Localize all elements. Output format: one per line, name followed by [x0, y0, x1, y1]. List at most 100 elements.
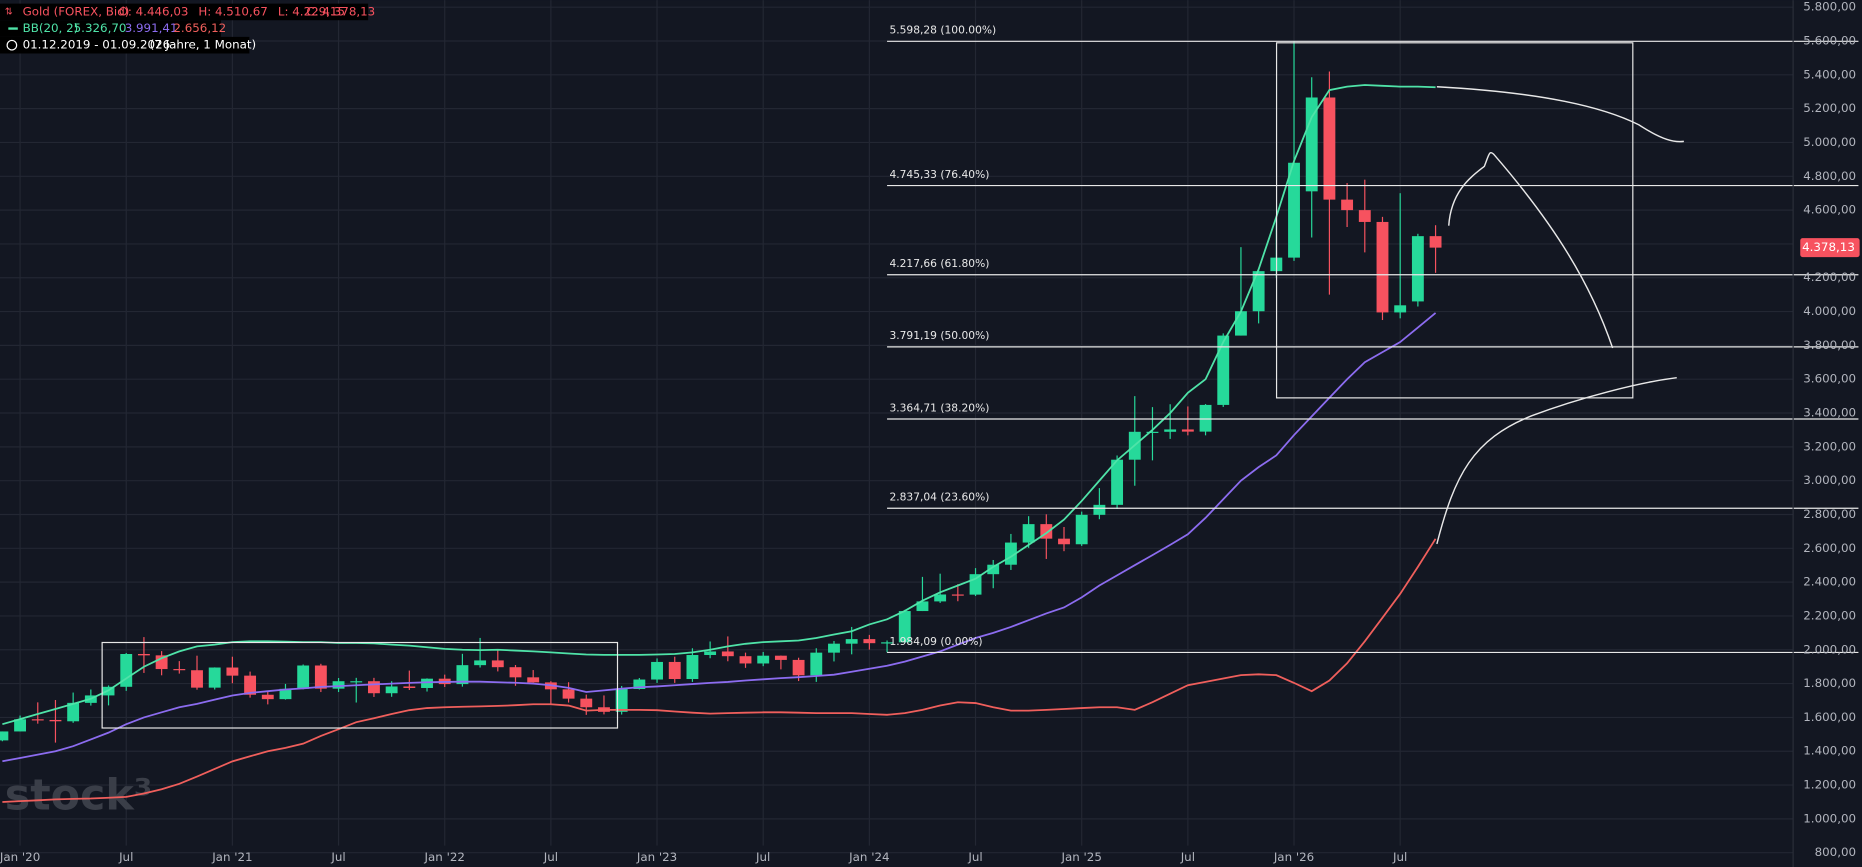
candle-body — [385, 686, 398, 694]
y-tick-label: 3.400,00 — [1803, 406, 1856, 420]
y-tick-label: 3.600,00 — [1803, 372, 1856, 386]
fib-label: 3.364,71 (38.20%) — [889, 401, 989, 414]
ohlc-label: C: 4.378,13 — [306, 4, 375, 18]
candle-body — [615, 688, 628, 712]
date-range: 01.12.2019 - 01.09.2026 — [23, 38, 171, 52]
y-tick-label: 4.000,00 — [1803, 304, 1856, 318]
candle-body — [951, 594, 964, 596]
candle-body — [1004, 542, 1017, 565]
y-tick-label: 4.200,00 — [1803, 270, 1856, 284]
candle-body — [191, 670, 203, 688]
candle-body — [1164, 429, 1177, 432]
price-tag-label: 4.378,13 — [1802, 240, 1855, 254]
y-tick-label: 3.000,00 — [1803, 473, 1856, 487]
candle-body — [1040, 524, 1053, 539]
legend-bg — [0, 20, 221, 37]
candle-body — [704, 651, 717, 656]
watermark: stock³ — [5, 771, 153, 821]
y-tick-label: 2.200,00 — [1803, 608, 1856, 622]
candle-body — [261, 694, 274, 700]
y-tick-label: 800,00 — [1815, 845, 1857, 859]
candle-body — [774, 655, 787, 660]
x-tick-label: Jul — [118, 850, 133, 864]
ohlc-label: O: 4.446,03 — [119, 4, 189, 18]
x-tick-label: Jul — [330, 850, 345, 864]
candle-body — [173, 669, 186, 671]
candle-body — [1429, 236, 1442, 248]
candle-body — [350, 681, 363, 683]
candle-body — [1022, 524, 1035, 543]
fib-label: 1.984,09 (0.00%) — [889, 635, 982, 648]
candle-body — [1376, 221, 1389, 313]
range-box — [101, 641, 619, 729]
candle-body — [31, 719, 44, 721]
y-tick-label: 5.200,00 — [1803, 101, 1856, 115]
y-tick-label: 2.800,00 — [1803, 507, 1856, 521]
candle-body — [1093, 504, 1106, 515]
symbol-title: Gold (FOREX, Bid) — [23, 4, 130, 18]
candle-body — [67, 702, 80, 722]
y-tick-label: 5.000,00 — [1803, 135, 1856, 149]
candle-body — [509, 667, 522, 678]
candle-body — [739, 656, 752, 664]
candle-body — [1394, 305, 1407, 313]
y-tick-label: 3.800,00 — [1803, 338, 1856, 352]
legend-bg — [0, 3, 369, 21]
y-tick-label: 1.600,00 — [1803, 710, 1856, 724]
candle-body — [721, 651, 734, 657]
plot: 5.598,28 (100.00%) 4.745,33 (76.40%) 4.217… — [0, 24, 1859, 803]
clock-icon — [6, 39, 18, 51]
candle-body — [1411, 236, 1424, 302]
drawing — [1436, 86, 1684, 143]
candle-body — [1288, 162, 1300, 258]
x-tick-label: Jul — [755, 850, 770, 864]
x-tick-label: Jan '20 — [0, 850, 40, 864]
candle-body — [1058, 538, 1070, 545]
candle-body — [1111, 459, 1124, 505]
candle-body — [1217, 335, 1230, 405]
bollinger-line — [2, 538, 1437, 803]
candle-body — [1075, 514, 1088, 545]
candle-body — [969, 574, 982, 595]
x-tick-label: Jan '25 — [1060, 850, 1101, 864]
x-tick-label: Jan '21 — [211, 850, 252, 864]
fib-label: 4.217,66 (61.80%) — [889, 257, 989, 270]
range-length: (7 Jahre, 1 Monat) — [150, 38, 257, 52]
candle-body — [1323, 97, 1336, 200]
candle-body — [297, 665, 310, 689]
candle-body — [491, 660, 504, 668]
candle-body — [1146, 431, 1159, 433]
candle-body — [332, 681, 345, 689]
y-tick-label: 1.200,00 — [1803, 778, 1856, 792]
candle-body — [208, 667, 221, 688]
icon: ⇅ — [5, 6, 13, 17]
candle-body — [934, 594, 947, 602]
candle-body — [49, 719, 62, 722]
candle-body — [314, 665, 327, 689]
candle-body — [120, 653, 133, 687]
x-tick-label: Jul — [543, 850, 558, 864]
range-box — [1275, 42, 1634, 399]
candle-body — [757, 655, 770, 664]
y-tick-label: 4.800,00 — [1803, 169, 1856, 183]
candle-body — [845, 639, 858, 644]
candle-body — [881, 642, 893, 644]
candle-body — [1235, 311, 1247, 336]
y-tick-label: 4.600,00 — [1803, 203, 1856, 217]
x-tick-label: Jan '23 — [636, 850, 677, 864]
candle-body — [686, 655, 699, 680]
candle-body — [403, 686, 416, 688]
bollinger-line — [2, 312, 1437, 763]
candle-body — [810, 652, 823, 676]
indicator-value: 3.991,41 — [125, 21, 178, 35]
candle-body — [792, 659, 805, 676]
candle-body — [0, 731, 9, 741]
y-tick-label: 5.600,00 — [1803, 34, 1856, 48]
y-tick-label: 1.800,00 — [1803, 676, 1856, 690]
indicator-value: 5.326,70 — [74, 21, 127, 35]
candle-body — [828, 643, 840, 653]
candle-body — [527, 677, 540, 683]
candle-body — [580, 698, 593, 708]
